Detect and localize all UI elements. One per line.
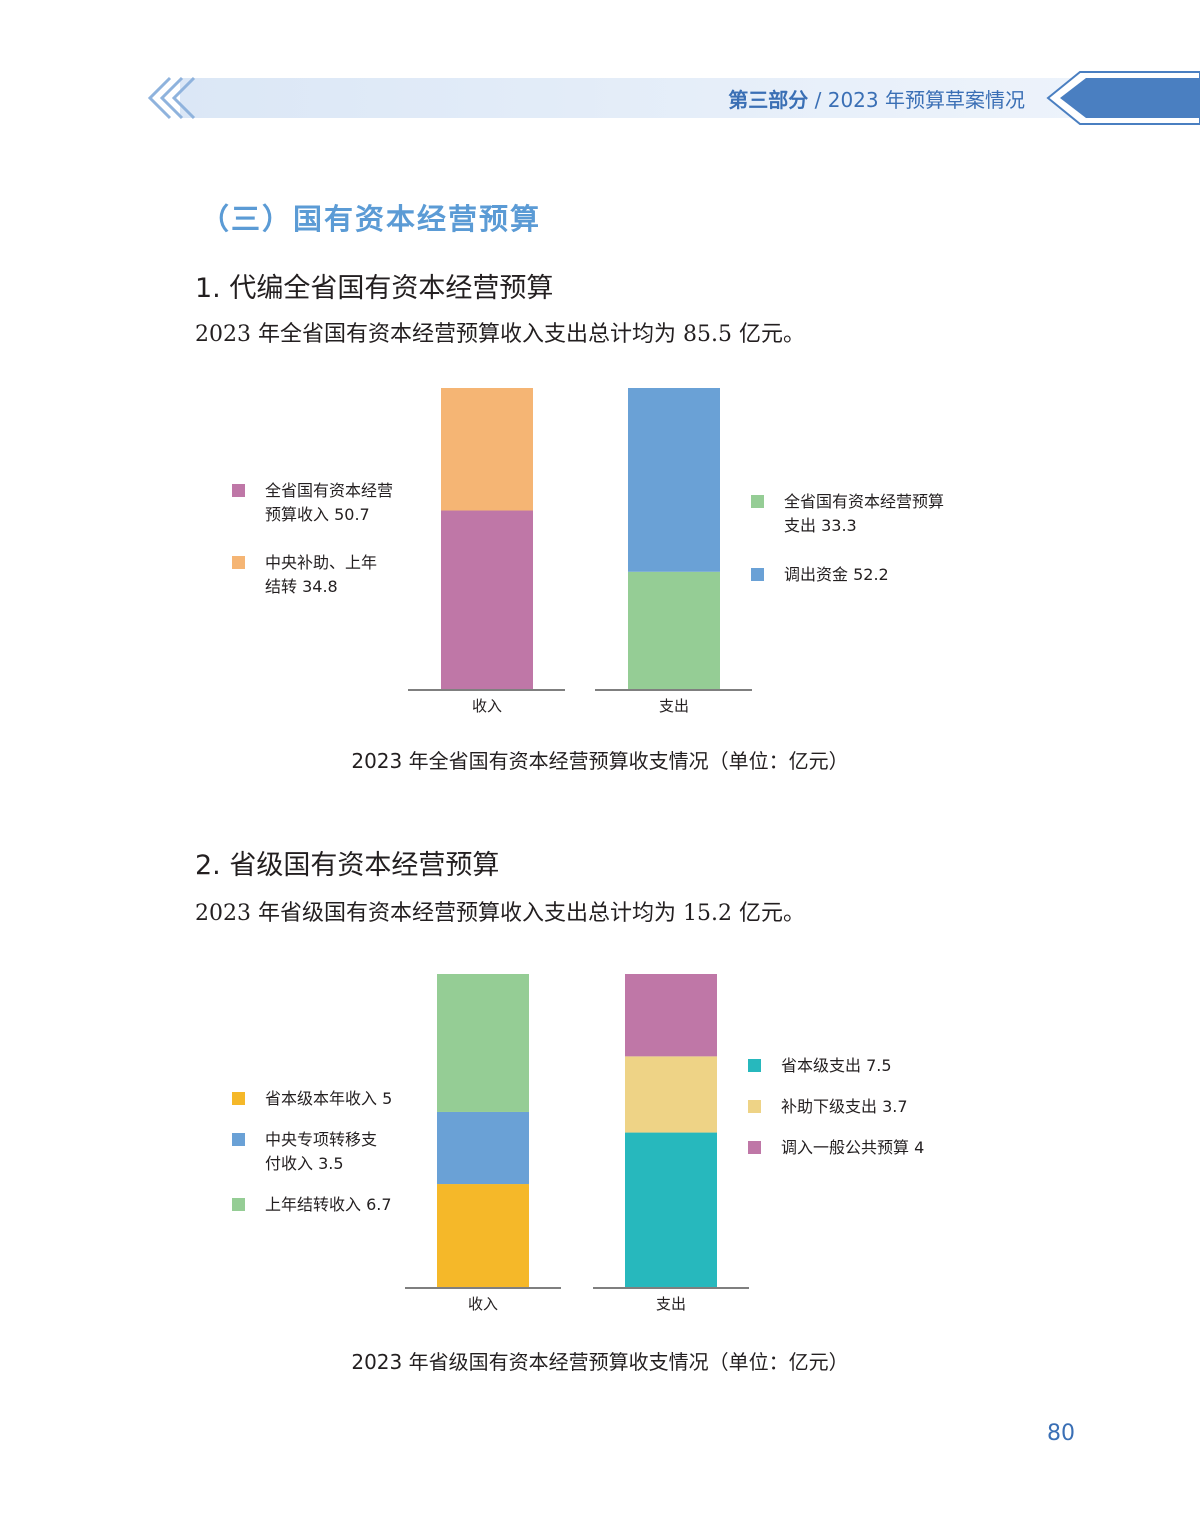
legend-label: 全省国有资本经营 <box>265 481 393 500</box>
subsection-text-1: 2023 年全省国有资本经营预算收入支出总计均为 85.5 亿元。 <box>195 322 805 347</box>
bar-segment <box>625 974 717 1057</box>
double-chevron-left-icon <box>147 76 196 120</box>
bar-segment <box>625 1132 717 1287</box>
subsection-text-2: 2023 年省级国有资本经营预算收入支出总计均为 15.2 亿元。 <box>195 901 805 926</box>
legend-label: 中央专项转移支 <box>265 1130 377 1149</box>
legend-swatch <box>232 1198 245 1211</box>
chart-caption-1: 2023 年全省国有资本经营预算收支情况（单位：亿元） <box>351 749 849 773</box>
bar-segment <box>628 388 720 572</box>
legend-label: 调出资金 52.2 <box>784 565 889 584</box>
header-band <box>0 70 1200 126</box>
chart-province-total-svg: 收入 全省国有资本经营预算收入 50.7 中央补助、上年结转 34.8 支出 全省国有资… <box>232 388 944 715</box>
category-label: 支出 <box>656 1295 686 1313</box>
header-subtitle: 2023 年预算草案情况 <box>827 88 1025 112</box>
legend-swatch <box>232 1133 245 1146</box>
category-label: 收入 <box>468 1295 498 1313</box>
category-label: 收入 <box>472 697 502 715</box>
bar-segment <box>441 510 533 689</box>
legend-swatch <box>751 568 764 581</box>
legend-swatch <box>751 495 764 508</box>
legend-label: 支出 33.3 <box>784 516 857 535</box>
legend-label: 省本级本年收入 5 <box>265 1089 392 1108</box>
bar-segment <box>628 571 720 689</box>
subsection-heading-2: 2. 省级国有资本经营预算 <box>195 850 500 881</box>
bar-segment <box>437 1184 529 1287</box>
header-title: 第三部分 / 2023 年预算草案情况 <box>728 84 1025 113</box>
bar-segment <box>437 974 529 1112</box>
subsection-heading-1: 1. 代编全省国有资本经营预算 <box>195 273 554 304</box>
legend-label: 结转 34.8 <box>265 577 338 596</box>
legend-label: 省本级支出 7.5 <box>781 1056 892 1075</box>
header-part: 第三部分 <box>728 88 809 112</box>
bar-segment <box>441 388 533 511</box>
legend-swatch <box>748 1141 761 1154</box>
page-number: 80 <box>1047 1421 1075 1446</box>
legend-swatch <box>232 556 245 569</box>
header-band-graphic <box>147 71 1200 125</box>
header-separator: / <box>808 88 828 112</box>
legend-swatch <box>748 1059 761 1072</box>
bar-segment <box>625 1056 717 1133</box>
legend-swatch <box>232 1092 245 1105</box>
legend-swatch <box>748 1100 761 1113</box>
legend-swatch <box>232 484 245 497</box>
legend-label: 调入一般公共预算 4 <box>781 1138 924 1157</box>
legend-label: 全省国有资本经营预算 <box>784 492 944 511</box>
legend-label: 中央补助、上年 <box>265 553 377 572</box>
chart-caption-2: 2023 年省级国有资本经营预算收支情况（单位：亿元） <box>351 1350 849 1374</box>
legend-label: 补助下级支出 3.7 <box>781 1097 908 1116</box>
bar-segment <box>437 1111 529 1185</box>
legend-label: 上年结转收入 6.7 <box>265 1195 392 1214</box>
legend-label: 预算收入 50.7 <box>265 505 370 524</box>
category-label: 支出 <box>659 697 689 715</box>
section-title: （三）国有资本经营预算 <box>200 202 542 236</box>
legend-label: 付收入 3.5 <box>265 1154 344 1173</box>
